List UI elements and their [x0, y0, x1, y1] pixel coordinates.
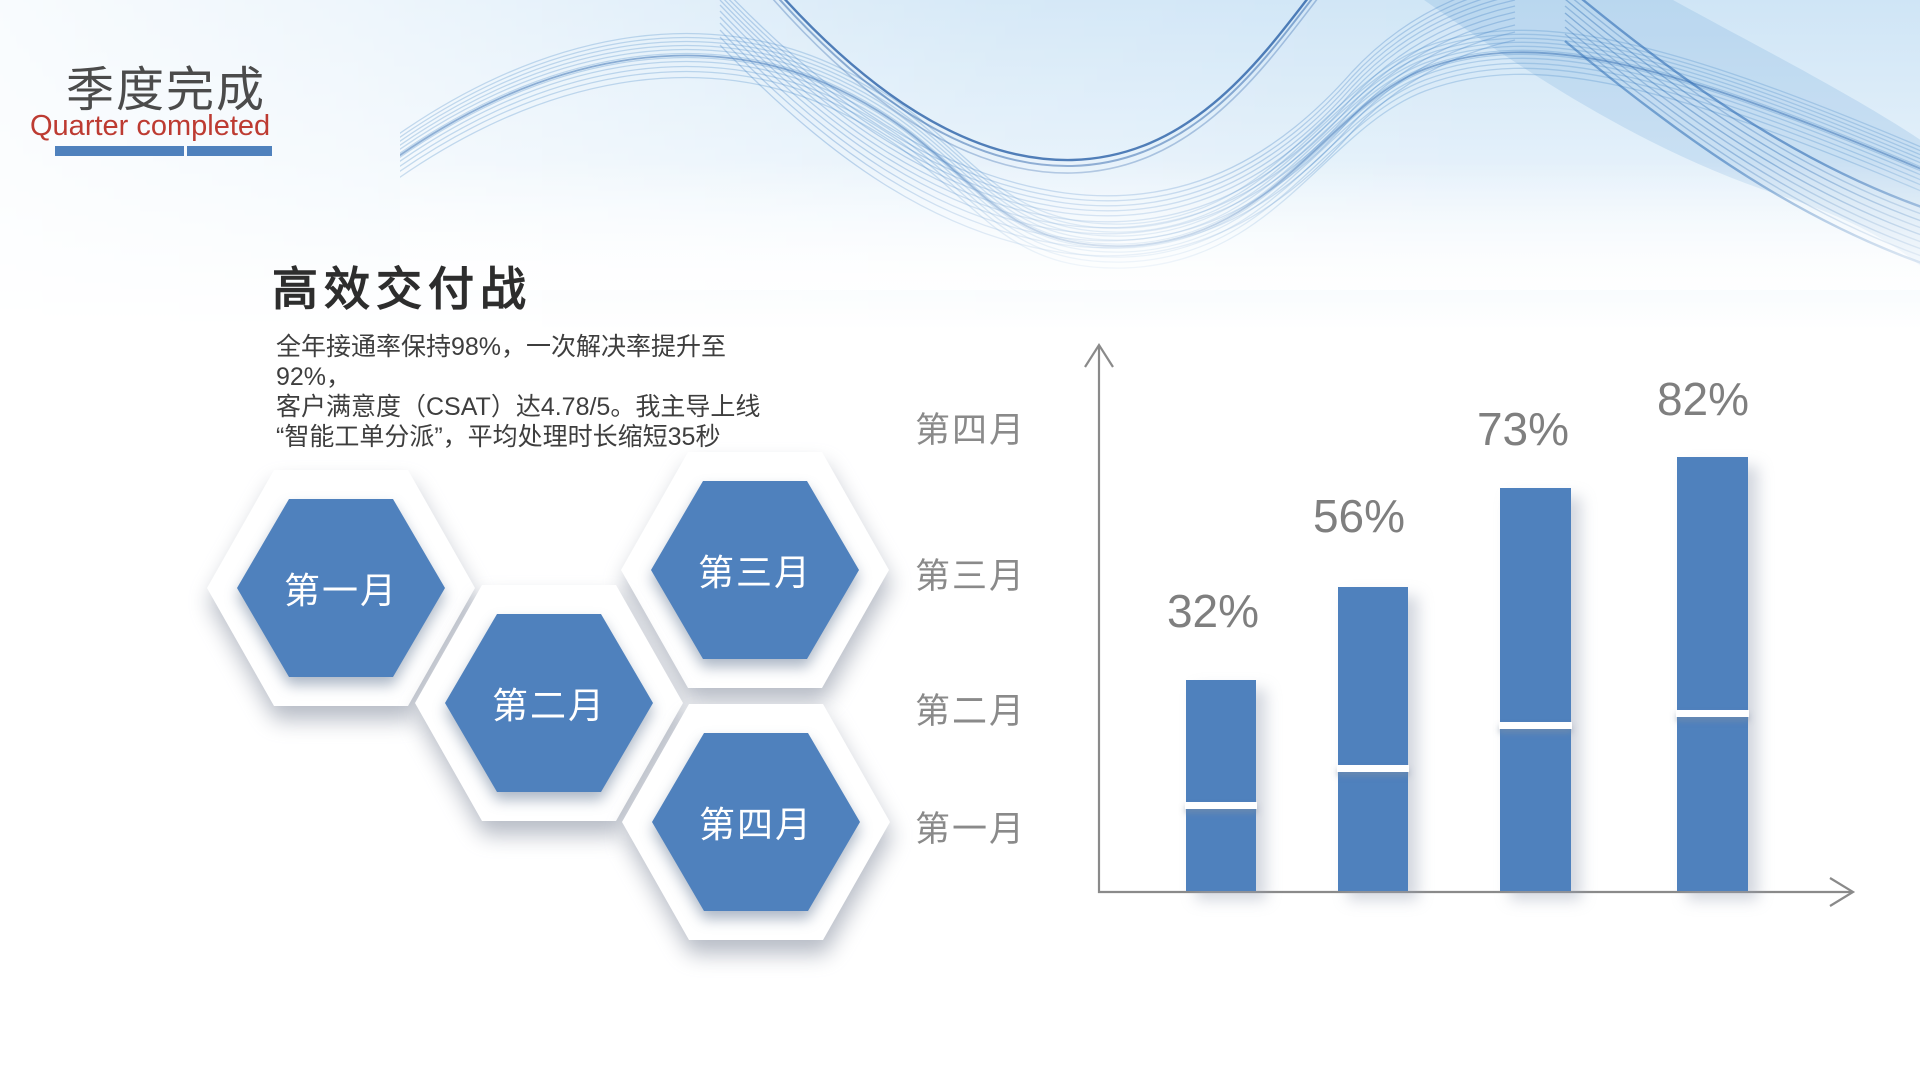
y-axis-label-month-4: 第四月 — [914, 411, 1026, 450]
page-subtitle: Quarter completed — [30, 110, 271, 142]
bar-month-4 — [1676, 457, 1749, 891]
bar-month-2 — [1337, 587, 1409, 891]
bar-notch — [1185, 802, 1257, 809]
hexagon-inner: 第一月 — [207, 470, 475, 706]
hexagon-month-3: 第三月 — [621, 452, 889, 688]
hexagon-inner: 第三月 — [621, 452, 889, 688]
y-axis-label-month-1: 第一月 — [914, 810, 1026, 849]
bar-notch — [1499, 722, 1572, 729]
bar-value-label-2: 56% — [1312, 490, 1406, 542]
wave-bottom-fade — [400, 160, 1920, 290]
y-axis-label-month-3: 第三月 — [914, 557, 1026, 596]
hexagon-label: 第一月 — [283, 570, 398, 611]
section-heading: 高效交付战 — [272, 263, 532, 315]
bar-notch — [1676, 710, 1749, 717]
hexagon-label: 第二月 — [491, 685, 606, 726]
hexagon-label: 第三月 — [697, 552, 812, 593]
page-title: 季度完成 — [66, 64, 267, 117]
x-axis-arrow-icon — [1829, 877, 1856, 907]
hexagon-month-1: 第一月 — [207, 470, 475, 706]
title-underline-primary — [55, 146, 184, 156]
title-underline-secondary — [187, 146, 272, 156]
hexagon-inner: 第四月 — [622, 704, 890, 940]
hexagon-inner: 第二月 — [415, 585, 683, 821]
bar-value-label-4: 82% — [1656, 373, 1750, 425]
hexagon-label: 第四月 — [698, 804, 813, 845]
bar-notch — [1337, 765, 1409, 772]
hexagon-month-4: 第四月 — [622, 704, 890, 940]
bar-value-label-1: 32% — [1166, 585, 1260, 637]
bar-month-3 — [1499, 488, 1572, 891]
y-axis-arrow-icon — [1084, 342, 1114, 368]
y-axis-label-month-2: 第二月 — [914, 692, 1026, 731]
bar-value-label-3: 73% — [1476, 403, 1570, 455]
section-body: 全年接通率保持98%，一次解决率提升至92%， 客户满意度（CSAT）达4.78… — [276, 333, 761, 451]
hexagon-month-2: 第二月 — [415, 585, 683, 821]
bar-month-1 — [1185, 680, 1257, 891]
